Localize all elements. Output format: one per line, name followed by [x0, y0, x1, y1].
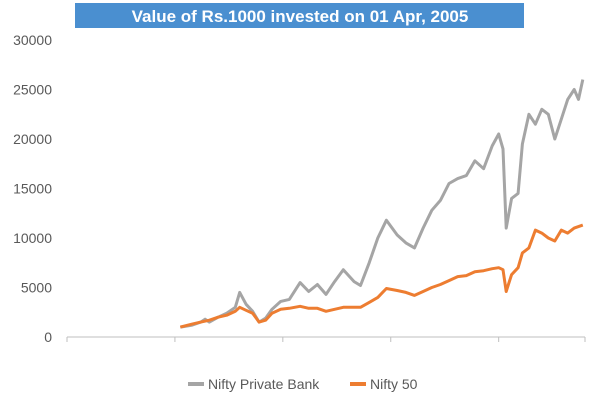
y-tick-label: 10000	[13, 230, 52, 246]
chart-title: Value of Rs.1000 invested on 01 Apr, 200…	[132, 7, 469, 26]
series-line-nifty-50	[179, 223, 584, 329]
legend: Nifty Private Bank Nifty 50	[188, 376, 418, 392]
chart-title-background	[75, 3, 524, 28]
series-lines	[179, 79, 585, 329]
x-axis-ticks	[66, 337, 586, 342]
y-tick-label: 30000	[13, 32, 52, 48]
y-tick-label: 0	[44, 329, 52, 345]
y-axis-tick-labels: 0 5000 10000 15000 20000 25000 30000	[13, 32, 52, 345]
y-tick-label: 15000	[13, 181, 52, 197]
legend-label-nifty-50: Nifty 50	[370, 376, 418, 392]
y-tick-label: 20000	[13, 131, 52, 147]
y-tick-label: 25000	[13, 82, 52, 98]
y-tick-label: 5000	[21, 280, 52, 296]
legend-label-nifty-private-bank: Nifty Private Bank	[208, 376, 320, 392]
series-line-nifty-private-bank	[180, 79, 585, 329]
